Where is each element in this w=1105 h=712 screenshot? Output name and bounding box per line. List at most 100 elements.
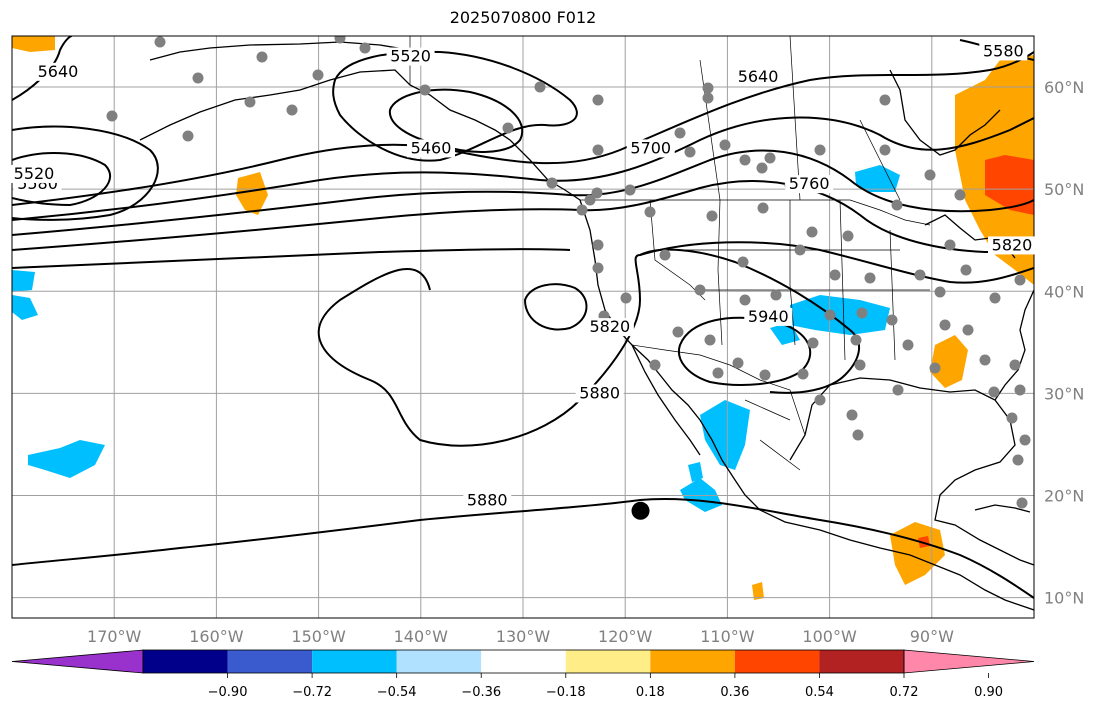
observation-station-dot	[534, 81, 546, 93]
anomaly-negative-canada	[855, 165, 900, 192]
observation-station-dot	[902, 339, 914, 351]
longitude-tick-label: 160°W	[189, 627, 244, 646]
coastline-alaska-north	[149, 41, 411, 61]
observation-station-dot	[852, 429, 864, 441]
observation-station-dot	[962, 324, 974, 336]
observation-station-dot	[106, 110, 118, 122]
contour-label-backdrop	[785, 175, 834, 194]
anomaly-positive-northwest-corner	[12, 36, 55, 52]
colorbar-frame	[142, 649, 905, 674]
observation-station-dot	[954, 189, 966, 201]
colorbar-tick-label: −0.18	[546, 685, 586, 700]
observation-station-dot	[592, 239, 604, 251]
contour-jet-1	[12, 51, 1034, 206]
observation-station-dot	[649, 359, 661, 371]
contour-label: 5880	[579, 383, 620, 402]
observation-station-dot	[694, 284, 706, 296]
focus-station-marker	[631, 501, 650, 520]
contour-label-layer: 5520 5640 5460 5580 5520 5640 5700 5760 5820 5820…	[10, 41, 1036, 510]
observation-station-dot	[1014, 274, 1026, 286]
observation-station-dot	[856, 307, 868, 319]
observation-station-dot	[684, 146, 696, 158]
colorbar-tick-label: 0.36	[720, 685, 749, 700]
colorbar: −0.90 −0.72 −0.54 −0.36 −0.18 0.18 0.36 0.54 0.7…	[11, 649, 1035, 700]
observation-station-dot	[256, 51, 268, 63]
anomaly-negative-hawaii-region	[28, 440, 105, 478]
anomaly-negative-mexico	[700, 400, 750, 470]
contour-label: 5760	[789, 174, 830, 193]
contour-label-backdrop	[386, 47, 435, 66]
coastline-east-us	[994, 289, 1034, 401]
anomaly-fill-layer	[12, 36, 1034, 600]
colorbar-extend-low	[11, 649, 144, 674]
anomaly-positive-southeast	[930, 335, 968, 388]
observation-station-dot	[286, 104, 298, 116]
observation-station-dot	[892, 384, 904, 396]
observation-station-dot	[797, 368, 809, 380]
contour-label: 5820	[992, 235, 1033, 254]
longitude-tick-label: 170°W	[87, 627, 142, 646]
colorbar-tick-label: 0.90	[974, 685, 1003, 700]
contour-label-backdrop	[734, 67, 783, 86]
observation-station-dot	[979, 354, 991, 366]
contour-label: 5580	[983, 41, 1024, 60]
observation-station-dot	[739, 154, 751, 166]
contour-low-closed	[388, 88, 523, 153]
observation-station-dot	[807, 337, 819, 349]
observation-station-dot	[737, 256, 749, 268]
observation-station-dot	[182, 130, 194, 142]
map-title: 2025070800 F012	[449, 8, 597, 27]
border-states-6	[839, 199, 846, 361]
colorbar-tick-label: −0.90	[208, 685, 248, 700]
observation-station-dot	[624, 184, 636, 196]
observation-station-dot	[879, 94, 891, 106]
coastline-baja	[631, 344, 701, 456]
colorbar-tick-label: 0.54	[805, 685, 834, 700]
colorbar-extend-high	[903, 649, 1035, 674]
observation-station-dot	[591, 187, 603, 199]
observation-station-dot	[712, 367, 724, 379]
colorbar-segment	[565, 650, 651, 673]
observation-station-dot	[704, 334, 716, 346]
contour-label-backdrop	[575, 384, 624, 403]
observation-station-dot	[674, 127, 686, 139]
observation-station-dot	[620, 292, 632, 304]
contour-jet-4	[12, 180, 1034, 254]
observation-station-dot	[850, 334, 862, 346]
contour-label: 5820	[590, 317, 631, 336]
latitude-tick-label: 40°N	[1044, 282, 1084, 301]
observation-station-dot	[334, 36, 346, 44]
observation-station-dot	[1014, 384, 1026, 396]
height-contour-layer	[12, 36, 1034, 599]
observation-station-dot	[879, 144, 891, 156]
observation-station-dot	[759, 369, 771, 381]
observation-station-dot	[824, 309, 836, 321]
observation-station-dot	[757, 202, 769, 214]
observation-station-dot	[939, 319, 951, 331]
longitude-tick-label: 110°W	[700, 627, 755, 646]
contour-label: 5460	[411, 138, 452, 157]
longitude-tick-label: 90°W	[910, 627, 954, 646]
observation-station-dot	[944, 239, 956, 251]
observation-station-dot	[419, 84, 431, 96]
observation-station-dot	[706, 210, 718, 222]
colorbar-segment	[481, 650, 566, 673]
observation-station-dot	[846, 409, 858, 421]
colorbar-segment	[227, 650, 313, 673]
contour-label-backdrop	[10, 164, 58, 183]
observation-station-dot	[1019, 434, 1031, 446]
observation-station-dot	[592, 262, 604, 274]
latitude-tick-label: 50°N	[1044, 180, 1084, 199]
contour-label-backdrop	[626, 139, 675, 158]
observation-station-dot	[989, 292, 1001, 304]
observation-station-dot	[864, 272, 876, 284]
observation-station-dot	[154, 36, 166, 48]
observation-station-dot	[1009, 359, 1021, 371]
observation-station-dot	[502, 122, 514, 134]
observation-station-dot	[592, 94, 604, 106]
colorbar-tick-label: −0.36	[461, 685, 501, 700]
anomaly-negative-baja	[688, 462, 703, 482]
latitude-labels: 60°N 50°N 40°N 30°N 20°N 10°N	[1044, 78, 1084, 608]
longitude-tick-label: 150°W	[291, 627, 346, 646]
anomaly-positive-south	[752, 582, 764, 600]
